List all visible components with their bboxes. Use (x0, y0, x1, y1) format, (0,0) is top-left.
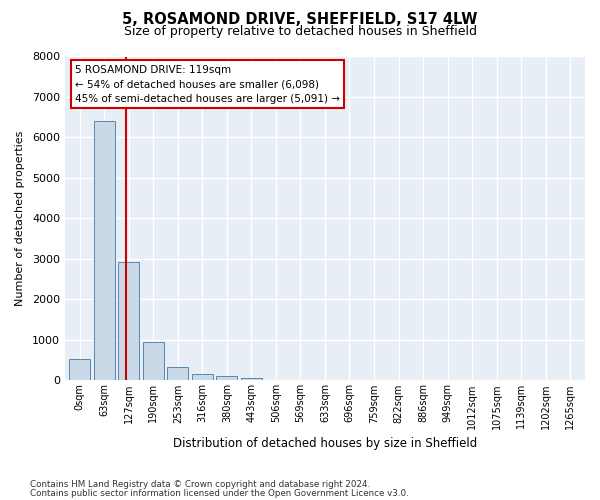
Y-axis label: Number of detached properties: Number of detached properties (15, 131, 25, 306)
Text: Contains HM Land Registry data © Crown copyright and database right 2024.: Contains HM Land Registry data © Crown c… (30, 480, 370, 489)
Text: Contains public sector information licensed under the Open Government Licence v3: Contains public sector information licen… (30, 488, 409, 498)
Bar (143, 342, 164, 380)
Bar (167, 367, 188, 380)
Text: 5 ROSAMOND DRIVE: 119sqm
← 54% of detached houses are smaller (6,098)
45% of sem: 5 ROSAMOND DRIVE: 119sqm ← 54% of detach… (76, 64, 340, 104)
Bar (118, 262, 139, 380)
Bar (192, 374, 213, 380)
Bar (217, 376, 237, 380)
Bar (94, 122, 115, 380)
X-axis label: Distribution of detached houses by size in Sheffield: Distribution of detached houses by size … (173, 437, 477, 450)
Text: Size of property relative to detached houses in Sheffield: Size of property relative to detached ho… (124, 25, 476, 38)
Bar (241, 378, 262, 380)
Bar (69, 358, 90, 380)
Text: 5, ROSAMOND DRIVE, SHEFFIELD, S17 4LW: 5, ROSAMOND DRIVE, SHEFFIELD, S17 4LW (122, 12, 478, 28)
